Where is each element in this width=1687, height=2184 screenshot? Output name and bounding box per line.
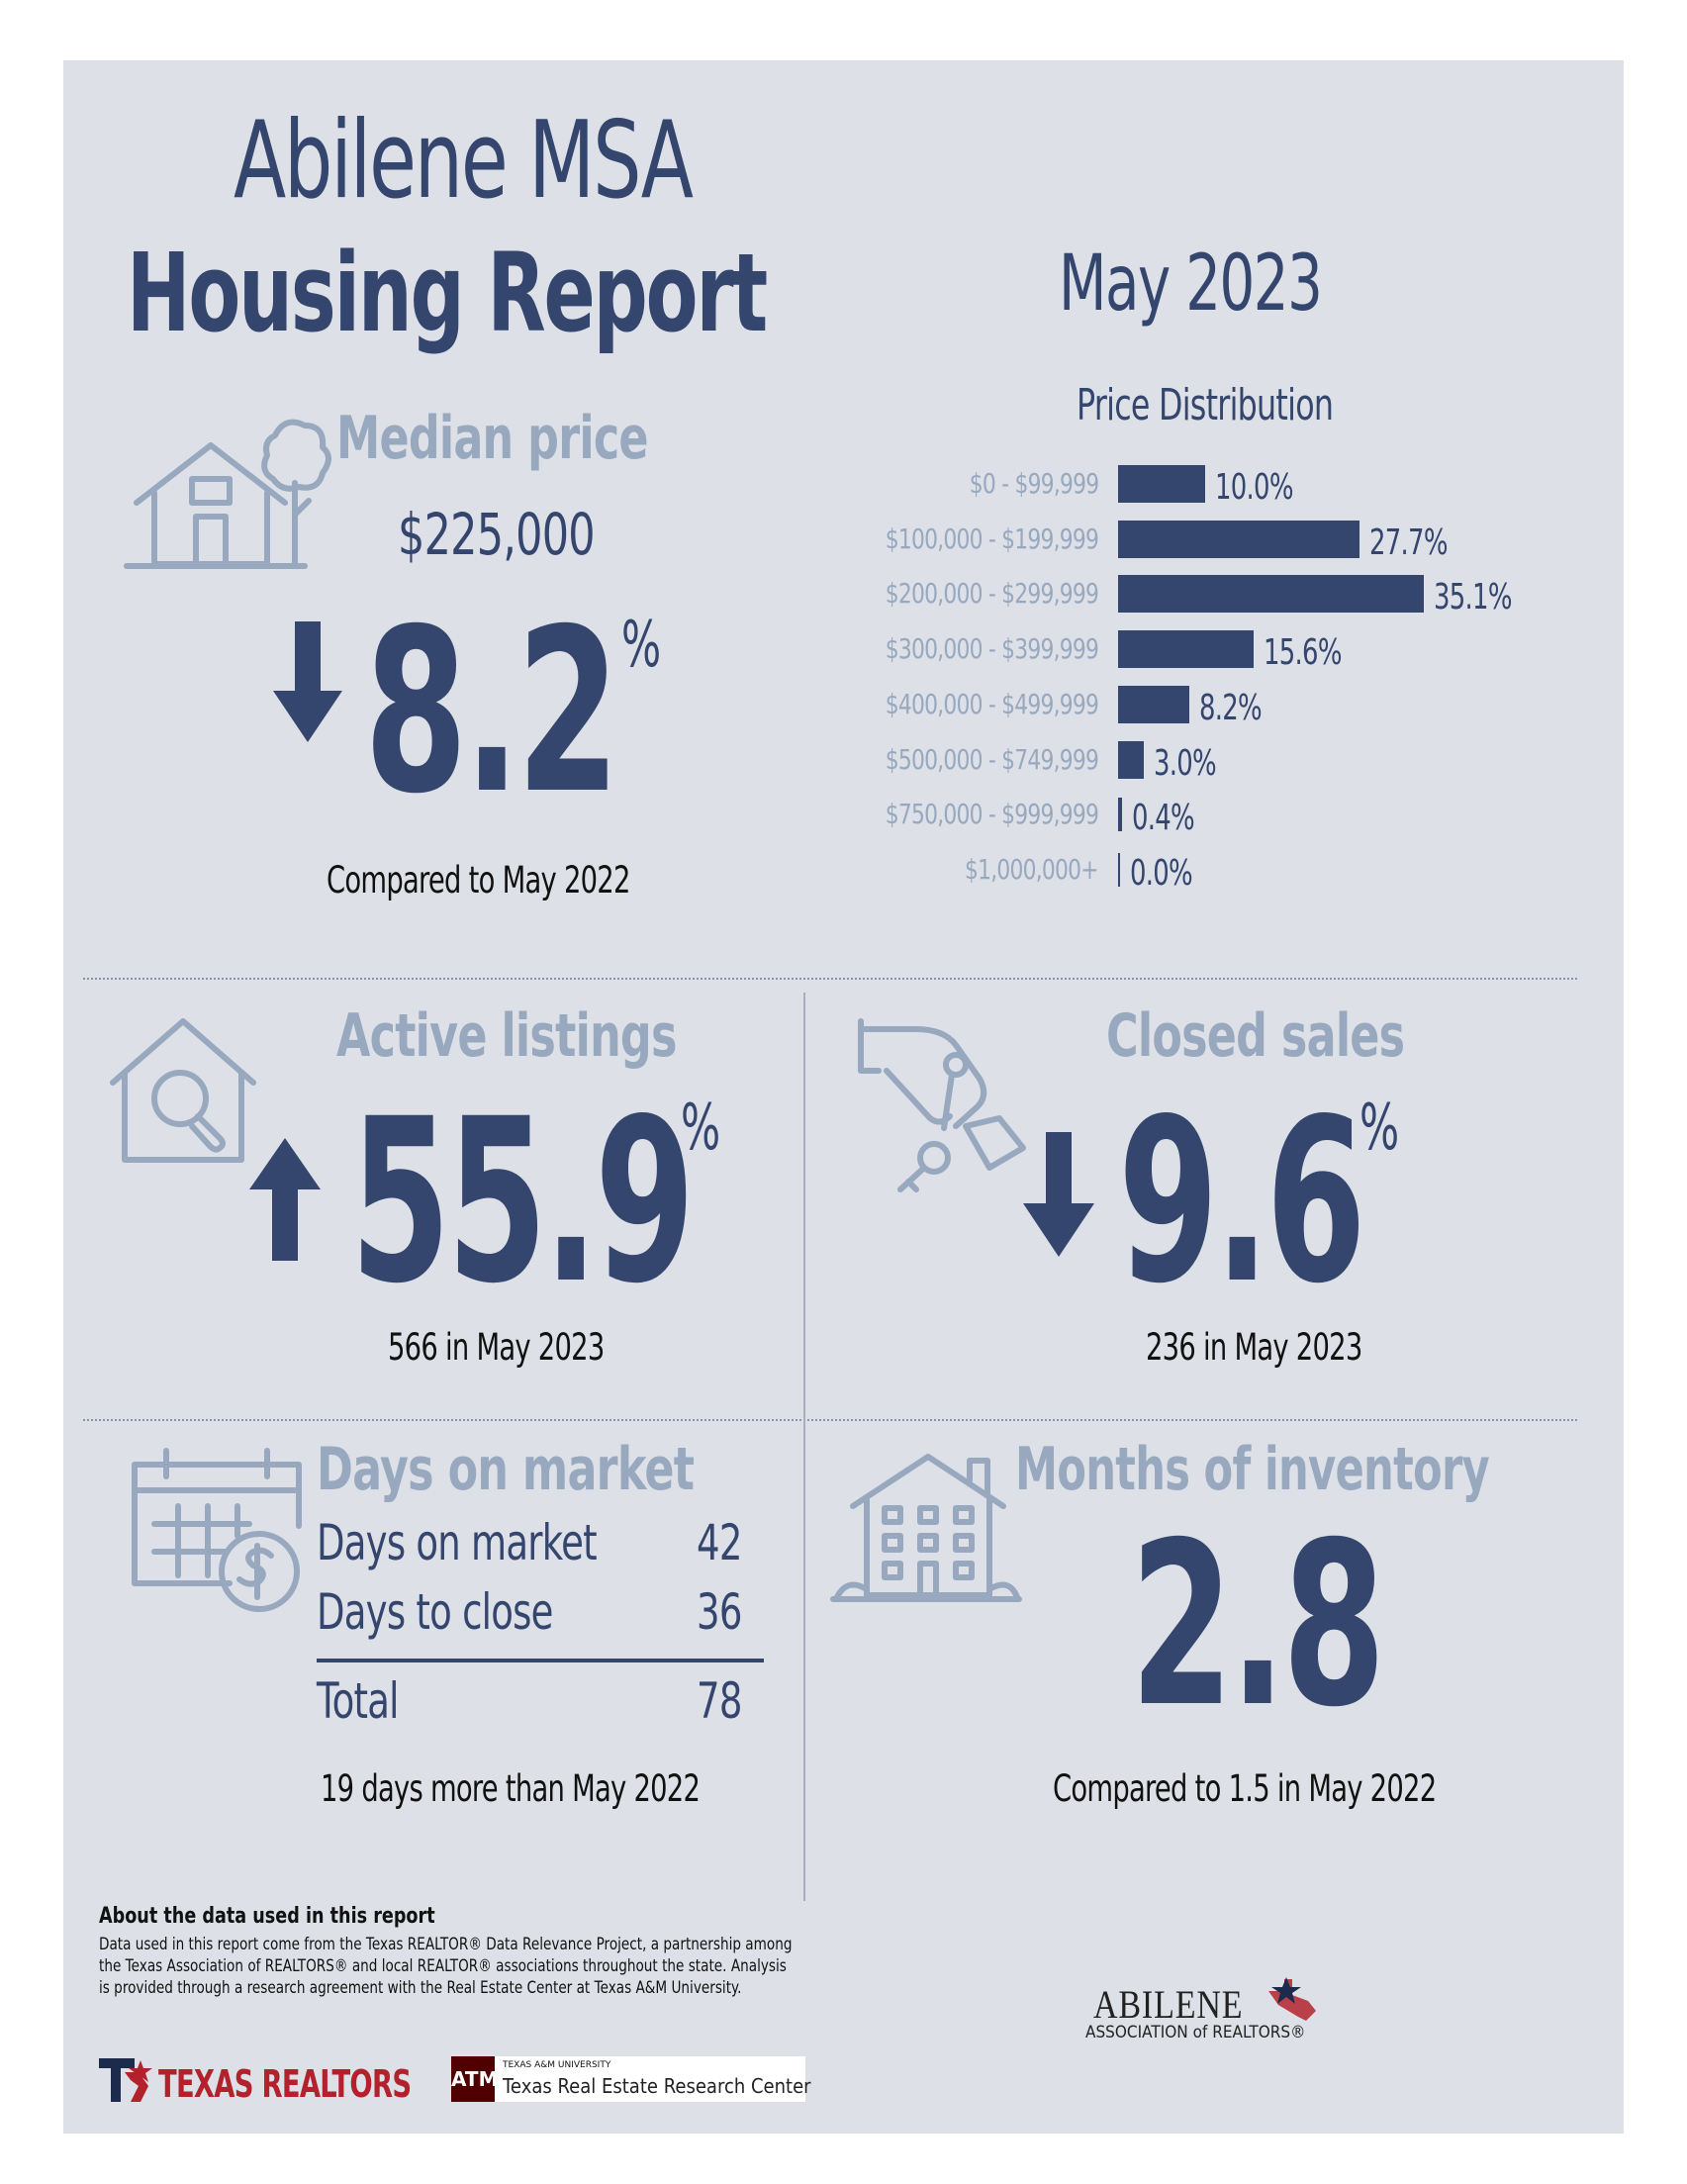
price-bar-label: $0 - $99,999 xyxy=(969,467,1098,500)
price-bar-label: $200,000 - $299,999 xyxy=(885,577,1099,611)
house-tree-icon xyxy=(124,419,331,569)
abilene-association-subtitle: ASSOCIATION of REALTORS® xyxy=(1085,2023,1306,2042)
abilene-association-name: ABILENE xyxy=(1093,1982,1244,2027)
texas-realtors-wordmark: TEXAS REALTORS xyxy=(158,2062,412,2106)
closed-sales-title: Closed sales xyxy=(1106,1001,1405,1071)
down-arrow-icon xyxy=(273,621,342,742)
median-price-title: Median price xyxy=(336,404,649,473)
days-on-market-title: Days on market xyxy=(317,1435,695,1504)
price-bar-value: 0.0% xyxy=(1130,852,1193,894)
divider-vertical xyxy=(803,993,805,1901)
down-arrow-icon xyxy=(1023,1132,1094,1257)
report-month: May 2023 xyxy=(1059,239,1323,329)
closed-sales-caption: 236 in May 2023 xyxy=(1146,1326,1362,1369)
months-inventory-value: 2.8 xyxy=(1130,1493,1386,1757)
price-bar xyxy=(1118,740,1145,779)
price-bar-label: $300,000 - $399,999 xyxy=(885,632,1099,666)
about-heading: About the data used in this report xyxy=(99,1904,435,1929)
price-bar-label: $100,000 - $199,999 xyxy=(885,522,1099,555)
report-title-line2: Housing Report xyxy=(127,230,768,356)
price-bar-label: $500,000 - $749,999 xyxy=(885,742,1099,776)
price-bar xyxy=(1118,798,1122,832)
calendar-dollar-icon xyxy=(132,1448,302,1612)
price-bar-value: 0.4% xyxy=(1131,798,1195,839)
tamu-center-label: Texas Real Estate Research Center xyxy=(503,2074,811,2098)
tamu-emblem-icon: ATM xyxy=(451,2056,498,2102)
months-inventory-caption: Compared to 1.5 in May 2022 xyxy=(1053,1767,1437,1810)
dom-total-rule xyxy=(317,1659,764,1662)
price-distribution-title: Price Distribution xyxy=(1077,380,1334,430)
active-listings-percent-sign: % xyxy=(681,1092,721,1165)
report-panel xyxy=(63,60,1624,2134)
dom-row-days-to-close: Days to close 36 xyxy=(317,1583,743,1641)
median-price-value: $225,000 xyxy=(398,501,596,568)
dom-row-total: Total 78 xyxy=(317,1672,743,1730)
months-inventory-title: Months of inventory xyxy=(1015,1435,1490,1504)
price-bar xyxy=(1118,852,1120,887)
price-bar xyxy=(1118,520,1359,558)
price-bar-value: 35.1% xyxy=(1433,577,1512,618)
up-arrow-icon xyxy=(249,1138,321,1261)
closed-sales-change: 9.6 xyxy=(1118,1070,1366,1333)
apartment-building-icon xyxy=(830,1454,1022,1602)
price-bar xyxy=(1118,575,1424,614)
price-bar-label: $750,000 - $999,999 xyxy=(885,798,1099,831)
days-on-market-caption: 19 days more than May 2022 xyxy=(321,1767,701,1810)
median-price-caption: Compared to May 2022 xyxy=(327,859,630,902)
tamu-university-label: TEXAS A&M UNIVERSITY xyxy=(503,2060,611,2070)
closed-sales-percent-sign: % xyxy=(1359,1092,1400,1165)
price-bar-value: 8.2% xyxy=(1199,687,1263,728)
divider-middle xyxy=(83,1419,1577,1421)
active-listings-change: 55.9 xyxy=(350,1070,696,1333)
hand-keys-icon xyxy=(858,1018,1026,1192)
price-bar-value: 10.0% xyxy=(1215,467,1293,508)
price-bar-value: 27.7% xyxy=(1368,522,1448,563)
active-listings-title: Active listings xyxy=(336,1001,677,1071)
median-price-change: 8.2 xyxy=(364,580,620,843)
price-bar xyxy=(1118,465,1205,503)
house-magnifier-icon xyxy=(110,1018,256,1163)
report-title-line1: Abilene MSA xyxy=(234,99,694,223)
price-bar-label: $1,000,000+ xyxy=(965,852,1099,886)
price-bar-value: 15.6% xyxy=(1264,632,1343,674)
active-listings-caption: 566 in May 2023 xyxy=(388,1326,605,1369)
texas-realtors-logo-icon xyxy=(99,2058,152,2102)
median-price-percent-sign: % xyxy=(621,609,662,682)
dom-row-days-on-market: Days on market 42 xyxy=(317,1514,743,1571)
price-bar-label: $400,000 - $499,999 xyxy=(885,687,1099,720)
tamu-logo-box xyxy=(451,2056,805,2102)
texas-star-icon xyxy=(1268,1977,1316,2021)
price-bar xyxy=(1118,630,1255,669)
about-body: Data used in this report come from the T… xyxy=(99,1935,793,1998)
price-bar-value: 3.0% xyxy=(1154,742,1217,784)
divider-top xyxy=(83,978,1577,980)
price-bar xyxy=(1118,685,1190,723)
